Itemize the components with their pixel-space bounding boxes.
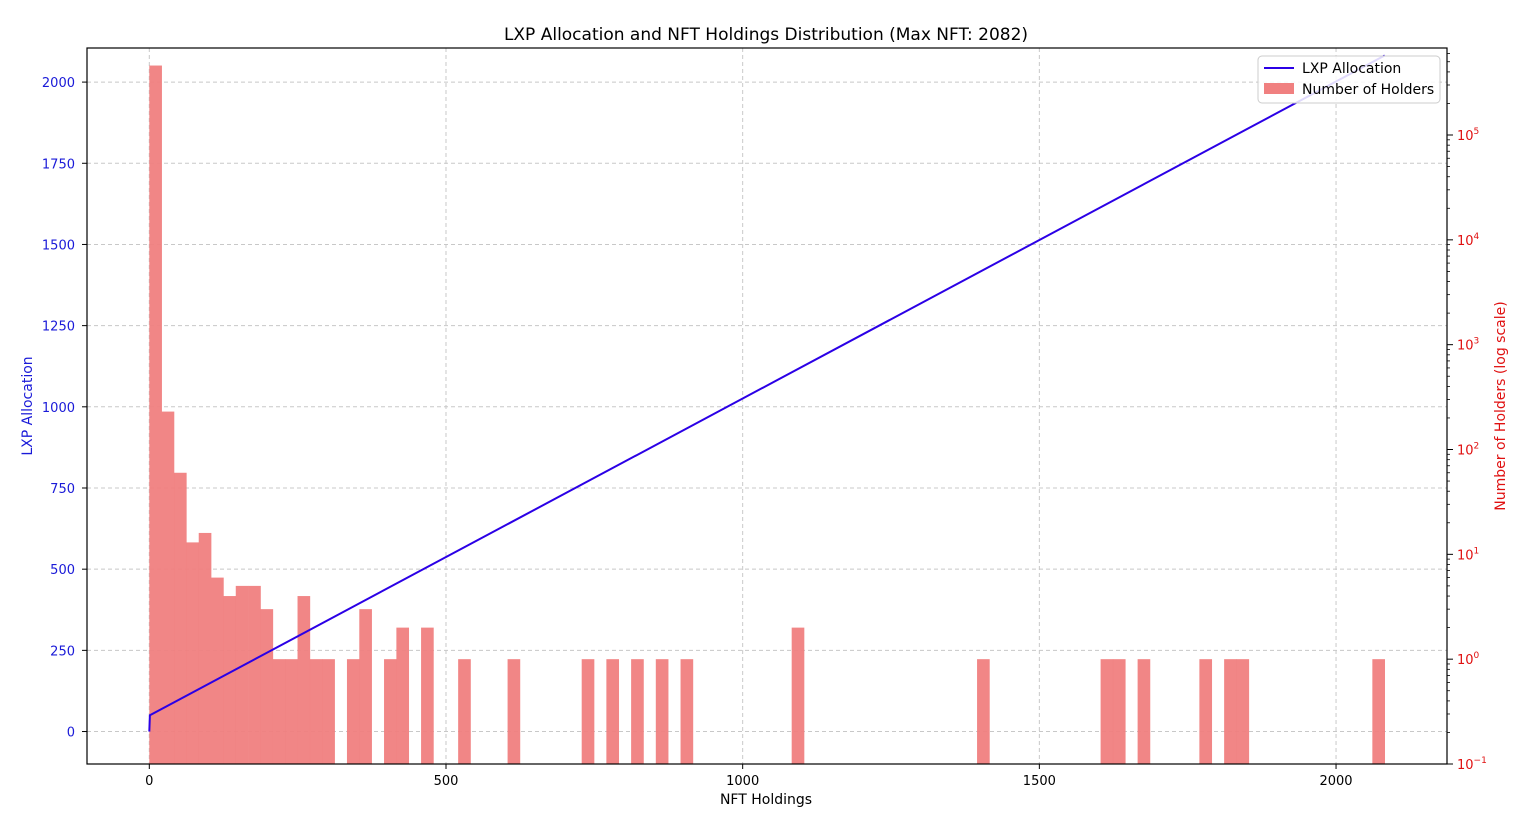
left-y-tick-label: 1750 [42,157,75,172]
legend-box [1257,55,1441,104]
histogram-bar [1137,659,1151,764]
right-y-tick-label: 103 [1457,337,1479,354]
right-y-tick-label: 102 [1457,442,1479,459]
plot-frame [86,47,1448,765]
right-y-axis-ticks: 105 104 103 102 101 100 10−1 [1447,53,1487,773]
legend: LXP Allocation Number of Holders [1257,55,1441,104]
histogram-bar [631,659,644,764]
histogram-bar [655,659,669,764]
legend-label-lxp: LXP Allocation [1302,61,1401,77]
histogram-bar [1372,659,1385,764]
histogram-bar [272,659,286,764]
legend-label-holders: Number of Holders [1302,82,1434,98]
histogram-bar [322,659,335,764]
lxp-line-layer [148,54,1386,732]
histogram-bar [1112,659,1126,764]
chart-title: LXP Allocation and NFT Holdings Distribu… [504,25,1028,45]
holders-histogram [149,65,1385,764]
histogram-bar [248,585,261,764]
x-tick-label: 1500 [1023,774,1056,789]
histogram-bar [384,659,397,764]
x-tick-label: 0 [145,774,153,789]
histogram-bar [421,627,434,764]
histogram-bar [507,659,521,764]
right-y-tick-label: 100 [1457,651,1480,668]
x-tick-label: 1000 [726,774,759,789]
left-y-tick-label: 500 [50,563,75,578]
right-y-tick-label: 101 [1457,546,1479,563]
left-y-tick-label: 250 [50,644,75,659]
histogram-bar [223,596,237,764]
left-y-tick-label: 0 [67,726,75,741]
x-axis-ticks: 0 500 1000 1500 2000 [145,764,1353,789]
left-y-tick-label: 2000 [42,76,75,91]
histogram-bar [1224,659,1237,764]
legend-patch-swatch [1264,83,1294,94]
right-y-tick-label: 104 [1457,232,1480,249]
left-y-axis-label: LXP Allocation [20,356,36,455]
histogram-bar [297,596,311,764]
histogram-bar [285,659,298,764]
histogram-bar [260,609,274,764]
x-tick-label: 2000 [1319,774,1352,789]
histogram-bar [173,472,187,764]
histogram-bar [1236,659,1250,764]
histogram-bar [791,627,805,764]
histogram-bar [680,659,694,764]
histogram-bar [606,659,620,764]
x-tick-label: 500 [434,774,459,789]
left-y-tick-label: 1000 [42,401,75,416]
histogram-bar [458,659,471,764]
histogram-bar [186,542,200,764]
histogram-bar [359,609,372,764]
right-y-tick-label: 10−1 [1457,756,1487,773]
histogram-bar [346,659,360,764]
histogram-bar [235,585,249,764]
left-y-tick-label: 750 [50,482,75,497]
histogram-bar [149,65,162,764]
lxp-allocation-line [148,54,1386,732]
left-y-tick-label: 1250 [42,320,75,335]
plot-border [86,47,1448,765]
histogram-bar [396,627,410,764]
histogram-bar [581,659,595,764]
histogram-bar [1100,659,1114,764]
histogram-bar [161,411,175,764]
right-y-axis-label: Number of Holders (log scale) [1493,301,1509,510]
left-y-tick-label: 1500 [42,238,75,253]
grid [87,48,1447,764]
histogram-bar [309,659,323,764]
histogram-bar [211,577,224,764]
histogram-bar [198,532,212,764]
histogram-bar [1199,659,1213,764]
left-y-axis-ticks: 0 250 500 750 1000 1250 1500 1750 2000 [42,76,87,741]
histogram-bar [977,659,990,764]
x-axis-label: NFT Holdings [720,792,812,808]
right-y-tick-label: 105 [1457,127,1479,144]
